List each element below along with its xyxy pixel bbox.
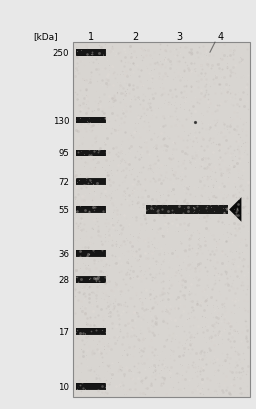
Bar [76,251,105,257]
Bar [77,277,105,283]
Bar [76,207,106,213]
Text: 95: 95 [58,149,69,158]
Text: 28: 28 [58,275,69,284]
Bar [77,151,105,156]
Text: 36: 36 [58,249,69,258]
Bar [146,205,228,214]
Bar [76,384,105,389]
Bar [76,276,106,283]
Text: 1: 1 [88,32,94,42]
Text: 3: 3 [176,32,182,42]
Text: 2: 2 [133,32,139,42]
Polygon shape [229,198,241,222]
Bar [76,383,106,390]
Bar [76,49,106,57]
Text: 17: 17 [58,327,69,336]
Bar [76,118,106,124]
Bar [77,118,105,124]
Bar [77,384,105,389]
Bar [76,179,106,185]
Bar [76,150,106,156]
Text: [kDa]: [kDa] [33,32,58,41]
Bar [77,251,105,256]
Bar [76,251,106,257]
Bar [76,207,105,213]
Bar [77,180,105,184]
Bar [77,329,105,334]
Text: 250: 250 [53,49,69,58]
Bar [76,118,105,124]
Bar [76,277,105,283]
Bar [77,50,105,56]
Text: 130: 130 [53,117,69,126]
Bar [76,179,105,185]
Text: 55: 55 [58,205,69,214]
Text: 72: 72 [58,178,69,187]
Bar [76,328,106,335]
Bar [76,50,105,56]
Text: 10: 10 [58,382,69,391]
Bar [73,43,250,397]
Bar [77,207,105,213]
Bar [76,151,105,156]
Bar [76,328,105,335]
Text: 4: 4 [217,32,223,42]
